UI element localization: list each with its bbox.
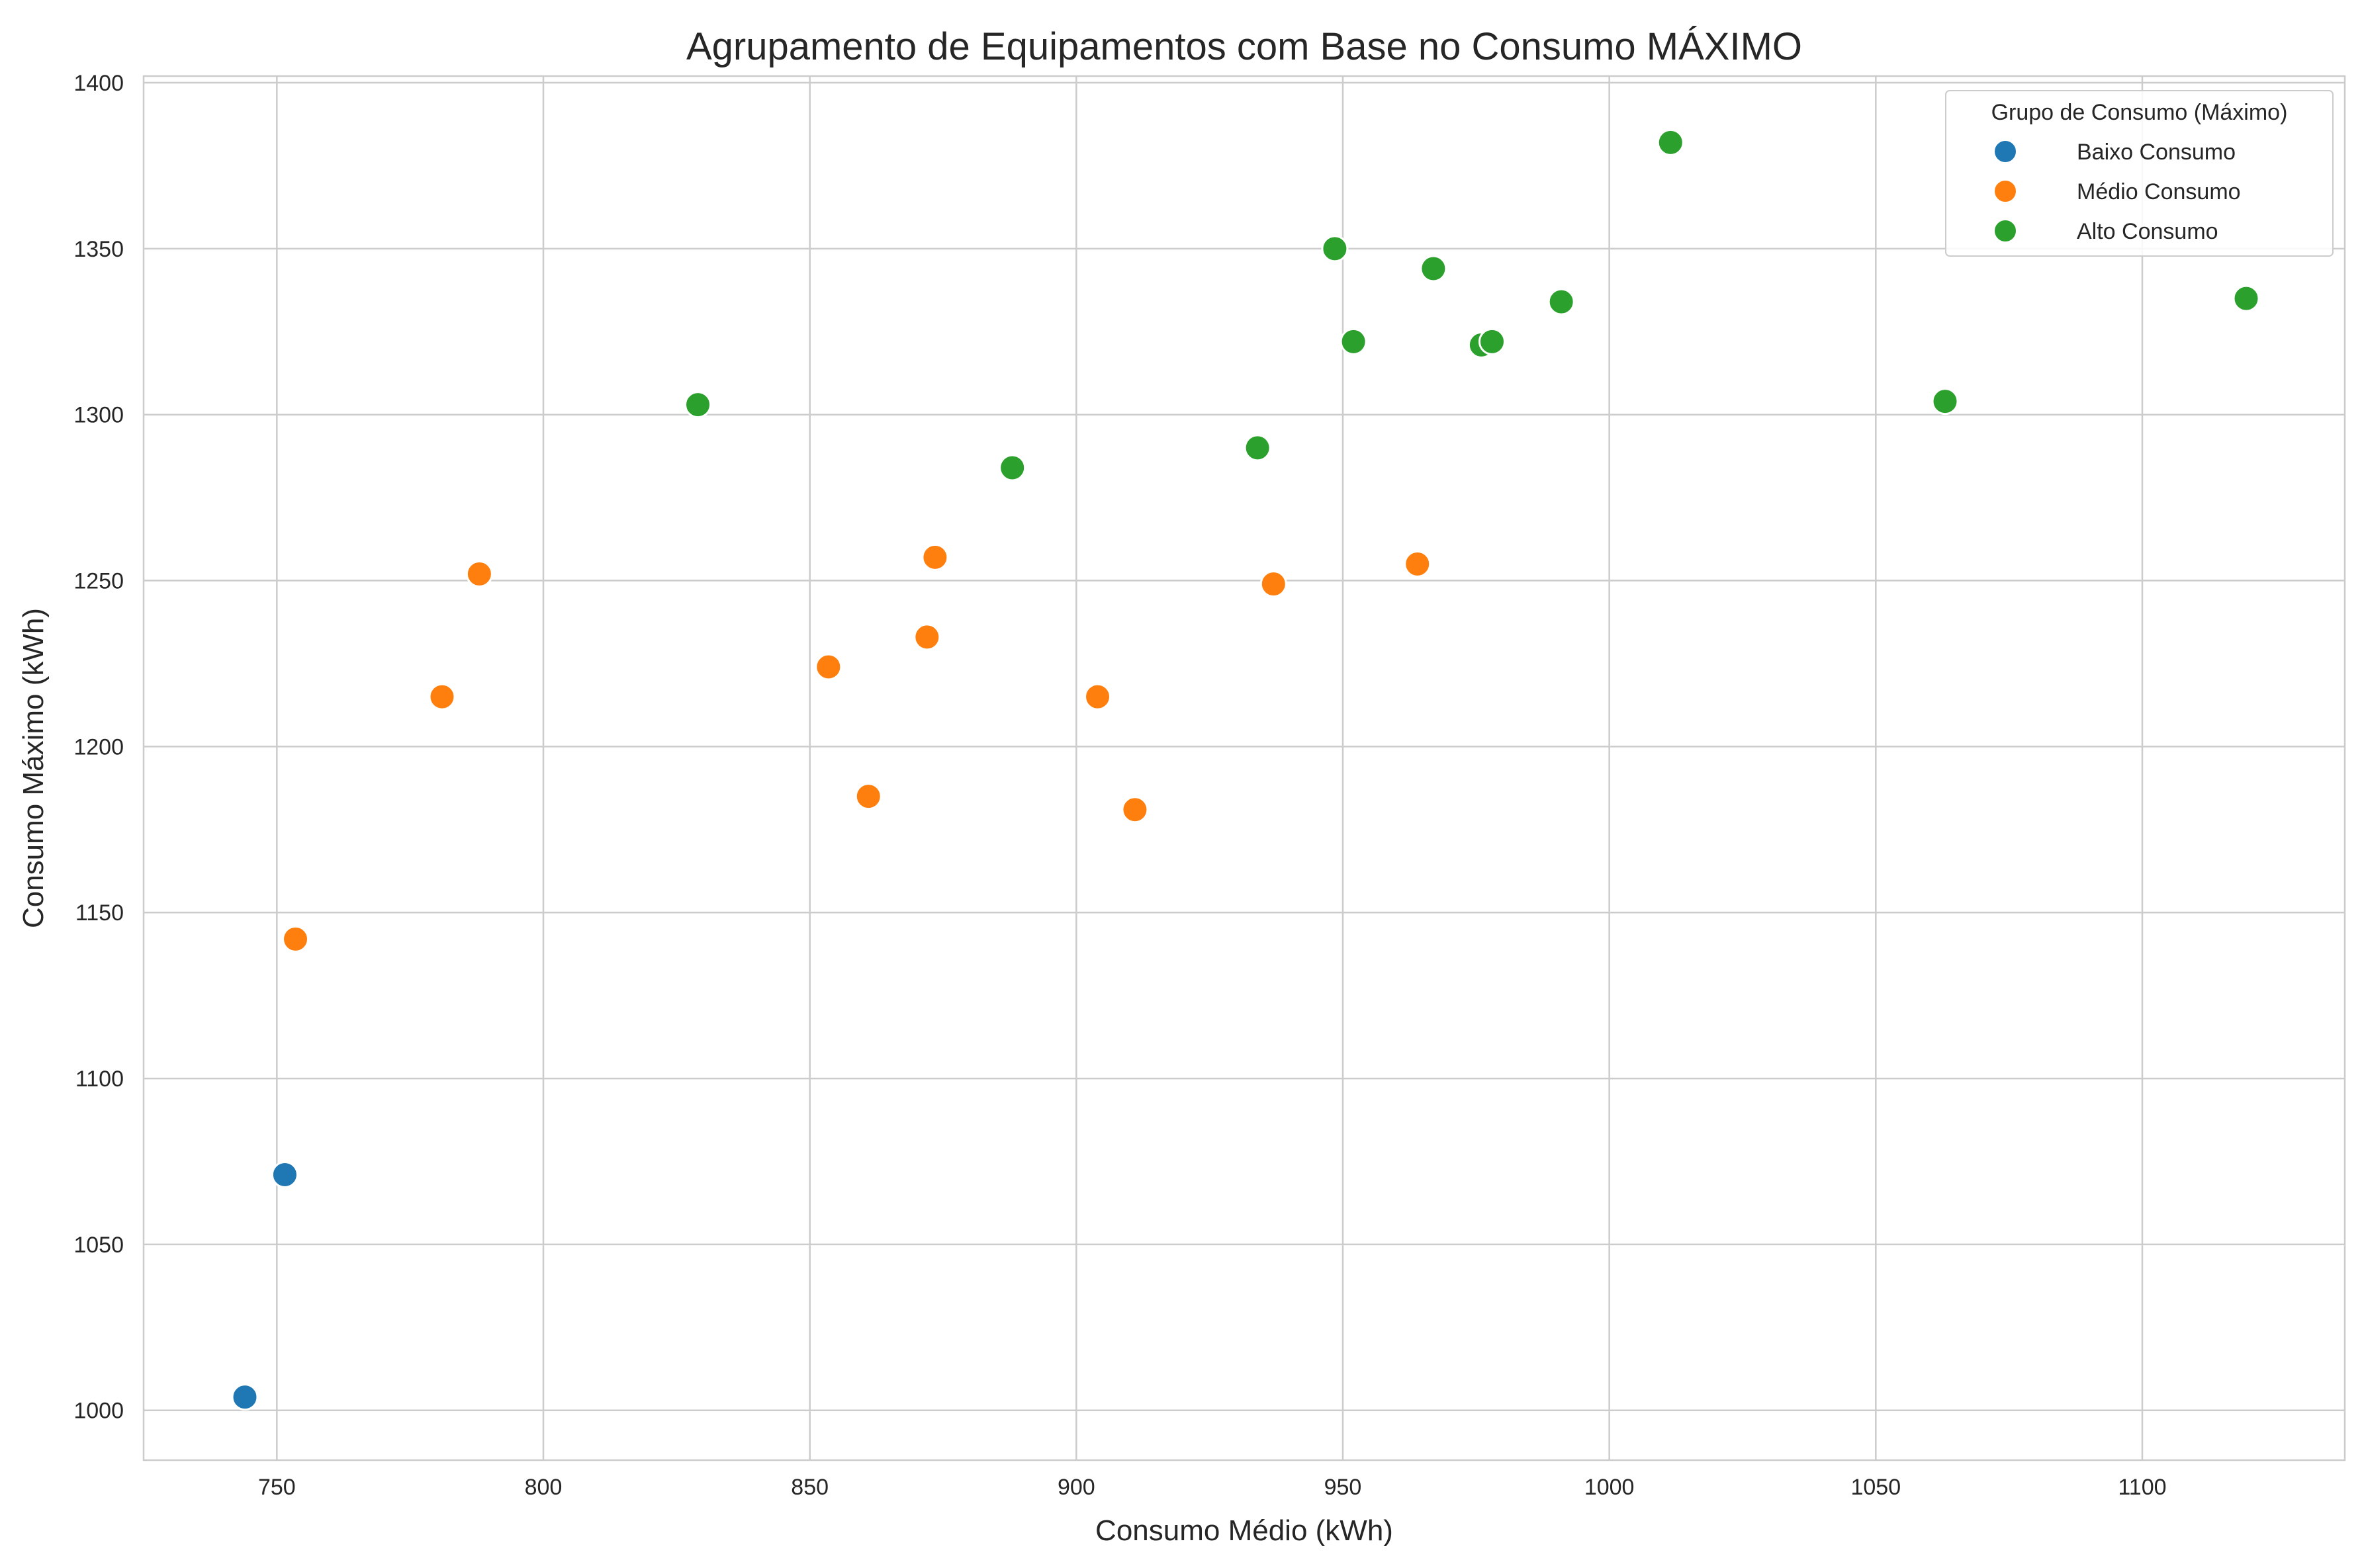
legend-box	[1945, 90, 2334, 257]
x-tick-label: 900	[1058, 1475, 1095, 1500]
data-point-médio-consumo	[921, 543, 949, 571]
data-point-médio-consumo	[465, 560, 493, 588]
x-tick-label: 750	[258, 1475, 296, 1500]
plot-area	[144, 76, 2345, 1460]
x-tick-label: 1100	[2118, 1475, 2166, 1500]
data-point-alto-consumo	[1478, 327, 1506, 355]
x-tick-label: 1050	[1850, 1475, 1901, 1500]
data-point-alto-consumo	[1420, 255, 1447, 283]
y-axis-label: Consumo Máximo (kWh)	[17, 608, 50, 928]
y-tick-label: 1050	[73, 1233, 124, 1258]
data-point-médio-consumo	[282, 925, 310, 953]
data-point-médio-consumo	[854, 783, 882, 810]
data-point-baixo-consumo	[271, 1161, 298, 1189]
y-tick-label: 1200	[73, 734, 124, 760]
grid	[144, 76, 2345, 1460]
data-point-alto-consumo	[1340, 327, 1367, 355]
data-point-médio-consumo	[1404, 550, 1432, 578]
x-tick-label: 850	[791, 1475, 829, 1500]
y-tick-label: 1100	[75, 1067, 124, 1092]
data-point-alto-consumo	[1547, 288, 1575, 316]
legend-entry-label: Baixo Consumo	[2077, 140, 2236, 165]
y-tick-label: 1150	[75, 900, 124, 926]
data-point-alto-consumo	[1321, 235, 1349, 263]
data-point-médio-consumo	[1259, 570, 1287, 598]
data-point-médio-consumo	[428, 683, 456, 711]
y-tick-label: 1000	[73, 1399, 124, 1424]
x-tick-label: 800	[525, 1475, 563, 1500]
plot-frame	[142, 75, 2346, 1461]
data-point-médio-consumo	[815, 653, 842, 681]
tick-labels: 750 800 850 900 950 1000 1050 1100 1000 1050 1100 1…	[73, 71, 2166, 1500]
data-points	[231, 128, 2260, 1411]
x-axis-label: Consumo Médio (kWh)	[1095, 1514, 1393, 1547]
data-point-alto-consumo	[1657, 128, 1684, 156]
data-point-alto-consumo	[1931, 388, 1959, 415]
legend-entry-label: Alto Consumo	[2077, 219, 2218, 244]
y-tick-label: 1350	[73, 237, 124, 262]
data-point-alto-consumo	[999, 454, 1026, 482]
data-point-alto-consumo	[2232, 284, 2260, 312]
legend-entry-label: Médio Consumo	[2077, 179, 2241, 204]
legend-items: Baixo Consumo Médio Consumo Alto Consumo	[1993, 140, 2241, 244]
legend-marker	[1993, 179, 2017, 203]
legend: Grupo de Consumo (Máximo) Baixo Consumo M…	[1945, 90, 2334, 257]
data-point-baixo-consumo	[231, 1383, 259, 1411]
data-point-alto-consumo	[1244, 434, 1271, 462]
x-tick-label: 950	[1324, 1475, 1362, 1500]
data-point-alto-consumo	[684, 391, 712, 419]
x-tick-label: 1000	[1584, 1475, 1635, 1500]
legend-marker	[1993, 140, 2017, 163]
legend-marker	[1993, 219, 2017, 243]
legend-title: Grupo de Consumo (Máximo)	[1991, 100, 2288, 125]
y-tick-label: 1250	[73, 569, 124, 594]
data-point-médio-consumo	[1084, 683, 1112, 711]
y-tick-label: 1400	[73, 71, 124, 96]
data-point-médio-consumo	[913, 623, 941, 651]
chart-title: Agrupamento de Equipamentos com Base no …	[686, 25, 1802, 68]
y-tick-label: 1300	[73, 403, 124, 428]
data-point-médio-consumo	[1121, 796, 1149, 824]
